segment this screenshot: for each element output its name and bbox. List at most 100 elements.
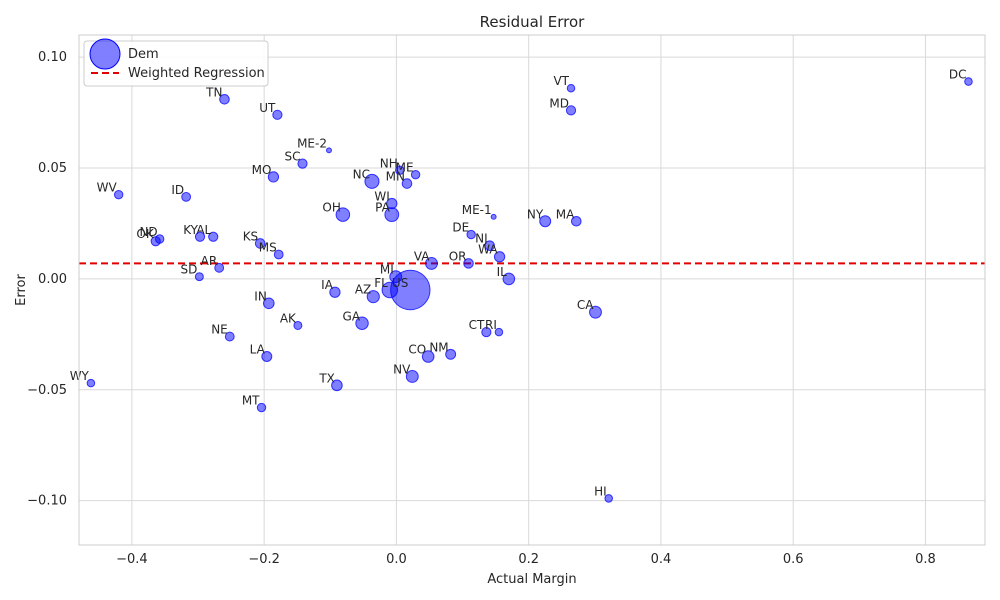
point-label-wa: WA	[478, 243, 498, 257]
point-label-wv: WV	[97, 181, 118, 195]
point-nm	[445, 348, 457, 360]
point-label-ia: IA	[321, 278, 334, 292]
point-nc	[364, 173, 380, 189]
point-me-2	[325, 147, 332, 154]
point-label-mn: MN	[386, 170, 405, 184]
point-label-ct: CT	[469, 318, 485, 332]
point-label-ga: GA	[343, 309, 361, 323]
y-tick-label: 0.10	[38, 50, 67, 65]
point-label-ri: RI	[485, 318, 497, 332]
point-in	[262, 297, 275, 310]
point-label-ky: KY	[183, 223, 198, 237]
point-label-fl: FL	[374, 276, 388, 290]
point-label-nm: NM	[429, 340, 448, 354]
point-label-ma: MA	[556, 207, 575, 221]
point-wy	[86, 378, 96, 388]
x-tick-label: −0.2	[248, 552, 280, 567]
point-mo	[267, 171, 280, 183]
point-ak	[293, 320, 303, 330]
point-vt	[566, 83, 576, 93]
point-ar	[214, 262, 225, 273]
point-wa	[493, 251, 506, 263]
x-ticks: −0.4 −0.2 0.0 0.2 0.4 0.6 0.8	[116, 552, 936, 567]
point-ct	[481, 327, 492, 338]
point-label-oh: OH	[322, 201, 340, 215]
point-label-ca: CA	[577, 298, 594, 312]
point-ny	[539, 215, 552, 228]
point-label-mo: MO	[252, 163, 272, 177]
x-tick-label: 0.8	[915, 552, 936, 567]
point-ma	[571, 215, 582, 227]
y-tick-label: 0.05	[38, 161, 67, 176]
point-label-ak: AK	[280, 311, 297, 325]
x-tick-label: 0.2	[518, 552, 539, 567]
point-va	[425, 256, 438, 270]
point-label-nc: NC	[353, 167, 370, 181]
point-label-pa: PA	[375, 201, 390, 215]
point-nh	[395, 165, 405, 175]
point-label-co: CO	[408, 343, 426, 357]
point-label-nh: NH	[380, 156, 398, 170]
point-label-md: MD	[549, 96, 569, 110]
point-sd	[194, 272, 204, 282]
point-ia	[329, 286, 341, 298]
point-label-ms: MS	[259, 241, 277, 255]
point-label-wi: WI	[374, 190, 389, 204]
y-tick-label: −0.10	[27, 494, 67, 509]
point-md	[565, 105, 577, 116]
point-mt	[256, 402, 267, 413]
point-label-ks: KS	[243, 229, 259, 243]
point-label-mi: MI	[380, 263, 394, 277]
point-id	[181, 191, 192, 202]
point-label-ny: NY	[527, 207, 544, 221]
point-label-hi: HI	[594, 484, 607, 498]
point-label-me-2: ME-2	[297, 136, 327, 150]
point-oh	[335, 207, 351, 222]
point-me-1	[490, 213, 497, 220]
point-label-or: OR	[449, 249, 467, 263]
x-tick-label: 0.0	[386, 552, 407, 567]
legend-regression-label: Weighted Regression	[128, 66, 265, 81]
point-la	[261, 351, 273, 362]
x-axis-label: Actual Margin	[487, 572, 576, 587]
y-ticks: 0.10 0.05 0.00 −0.05 −0.10	[27, 50, 67, 508]
grid	[79, 35, 985, 545]
point-label-me-1: ME-1	[462, 203, 492, 217]
point-tn	[219, 94, 230, 105]
point-label-ok: OK	[136, 227, 154, 241]
point-ut	[272, 109, 283, 120]
point-me	[410, 169, 421, 180]
point-label-va: VA	[414, 249, 430, 263]
legend-box	[83, 40, 269, 87]
legend-dem-label: Dem	[128, 47, 159, 62]
point-label-sd: SD	[180, 263, 197, 277]
point-label-us: US	[392, 276, 408, 290]
point-label-id: ID	[171, 183, 184, 197]
y-tick-label: −0.05	[27, 383, 67, 398]
x-tick-label: 0.4	[651, 552, 672, 567]
point-al	[208, 231, 219, 242]
y-tick-label: 0.00	[38, 272, 67, 287]
point-il	[502, 272, 516, 286]
point-label-il: IL	[497, 265, 508, 279]
point-de	[466, 229, 476, 240]
plot-frame	[78, 34, 986, 546]
point-nj	[484, 240, 495, 251]
point-or	[463, 258, 474, 269]
point-label-de: DE	[452, 221, 469, 235]
point-label-ar: AR	[201, 254, 218, 268]
point-label-dc: DC	[949, 68, 967, 82]
point-label-az: AZ	[355, 283, 371, 297]
point-label-ut: UT	[259, 101, 276, 115]
legend-dem-marker	[89, 38, 121, 70]
point-label-nv: NV	[393, 362, 411, 376]
point-label-tx: TX	[318, 371, 335, 385]
point-az	[366, 290, 380, 304]
point-ri	[494, 327, 504, 337]
point-ms	[273, 249, 284, 260]
point-label-nd: ND	[139, 225, 157, 239]
point-ks	[254, 238, 266, 249]
point-wv	[113, 189, 124, 200]
point-sc	[297, 158, 308, 169]
